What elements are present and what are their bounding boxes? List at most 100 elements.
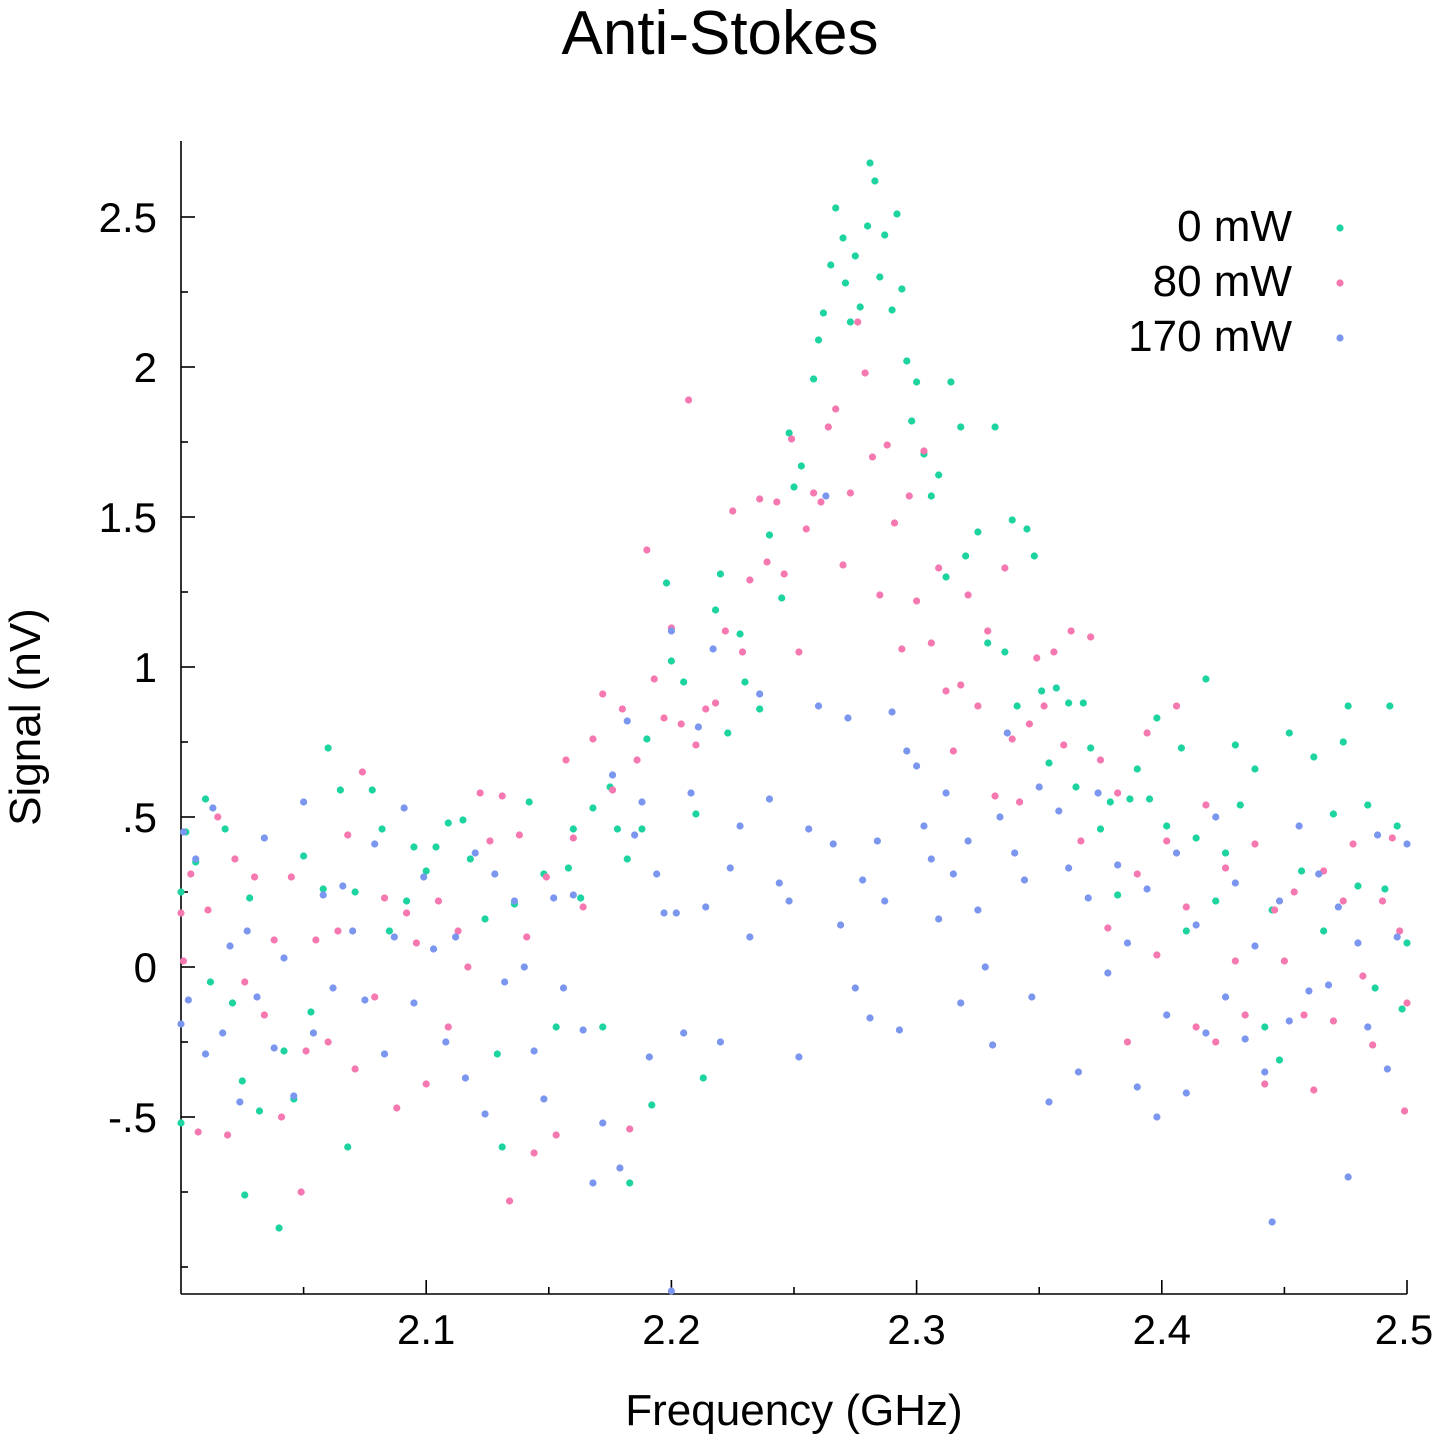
data-point [378, 825, 386, 833]
data-point [949, 747, 957, 755]
data-point [913, 762, 921, 770]
data-point [626, 1179, 634, 1187]
data-point [442, 1038, 450, 1046]
data-point [290, 1092, 298, 1100]
data-point [1123, 1038, 1132, 1046]
data-point [741, 678, 749, 686]
data-point [510, 897, 519, 905]
data-point [927, 492, 935, 500]
data-point [984, 627, 992, 635]
data-point [667, 627, 676, 635]
data-point [1285, 1017, 1293, 1025]
data-point [711, 699, 720, 707]
data-point [344, 831, 352, 839]
data-point [385, 927, 394, 935]
data-point [1025, 720, 1033, 728]
data-point [716, 1038, 725, 1046]
data-point [746, 576, 754, 584]
data-point [716, 570, 725, 578]
data-point [329, 984, 337, 992]
data-point [1285, 729, 1293, 737]
data-point [309, 1029, 318, 1037]
data-point [300, 852, 308, 860]
data-point [1383, 1065, 1391, 1073]
data-point [1104, 924, 1112, 932]
x-axis-label: Frequency (GHz) [625, 1386, 962, 1435]
data-point [1067, 627, 1075, 635]
data-point [400, 804, 408, 812]
data-point [991, 792, 999, 800]
data-point [1094, 789, 1102, 797]
data-point [1202, 801, 1210, 809]
data-point [410, 843, 418, 851]
data-point [964, 837, 972, 845]
data-point [814, 336, 823, 344]
data-point [702, 705, 710, 713]
data-point [913, 597, 921, 605]
data-point [1096, 825, 1105, 833]
data-point [481, 915, 489, 923]
data-point [454, 927, 462, 935]
data-point [991, 423, 999, 431]
data-point [300, 798, 308, 806]
data-point [1038, 687, 1046, 695]
data-point [709, 645, 717, 653]
data-point [694, 723, 702, 731]
legend-marker [1336, 334, 1344, 342]
data-point [631, 831, 639, 839]
data-point [898, 645, 906, 653]
data-point [1182, 1089, 1190, 1097]
data-point [795, 648, 803, 656]
data-point [729, 507, 737, 515]
data-point [1074, 1068, 1083, 1076]
data-point [1060, 741, 1068, 749]
data-point [1087, 744, 1095, 752]
data-point [280, 954, 288, 962]
data-point [1388, 834, 1396, 842]
data-point [577, 894, 585, 902]
data-point [1177, 744, 1186, 752]
data-point [613, 825, 622, 833]
data-point [599, 1023, 607, 1031]
data-point [241, 978, 249, 986]
series-2 [177, 492, 1411, 1295]
data-point [1163, 1011, 1171, 1019]
data-point [996, 813, 1004, 821]
chart-title: Anti-Stokes [561, 0, 878, 68]
data-point [390, 933, 398, 941]
data-point [277, 1113, 286, 1121]
data-point [1055, 807, 1063, 815]
data-point [790, 483, 798, 491]
data-point [920, 822, 928, 830]
data-point [380, 894, 389, 902]
data-point [523, 933, 531, 941]
data-point [1221, 849, 1230, 857]
data-point [1403, 939, 1411, 947]
data-point [515, 831, 523, 839]
data-point [1003, 729, 1011, 737]
data-point [412, 939, 420, 947]
data-point [1310, 753, 1318, 761]
data-point [402, 909, 411, 917]
data-point [368, 786, 376, 794]
data-point [711, 606, 720, 614]
data-point [1133, 870, 1141, 878]
data-point [660, 714, 668, 722]
data-point [935, 915, 943, 923]
data-point [589, 1179, 597, 1187]
data-point [859, 876, 867, 884]
data-point [501, 978, 509, 986]
data-point [429, 945, 438, 953]
data-point [255, 1107, 264, 1115]
data-point [1077, 837, 1085, 845]
data-point [177, 909, 185, 917]
data-point [1393, 933, 1401, 941]
data-point [579, 903, 587, 911]
data-point [1241, 1035, 1249, 1043]
data-point [836, 921, 845, 929]
data-point [498, 1143, 506, 1151]
data-point [1221, 864, 1230, 872]
data-point [380, 1050, 389, 1058]
series-0 [177, 159, 1411, 1232]
x-tick-label: 2.2 [642, 1306, 700, 1353]
